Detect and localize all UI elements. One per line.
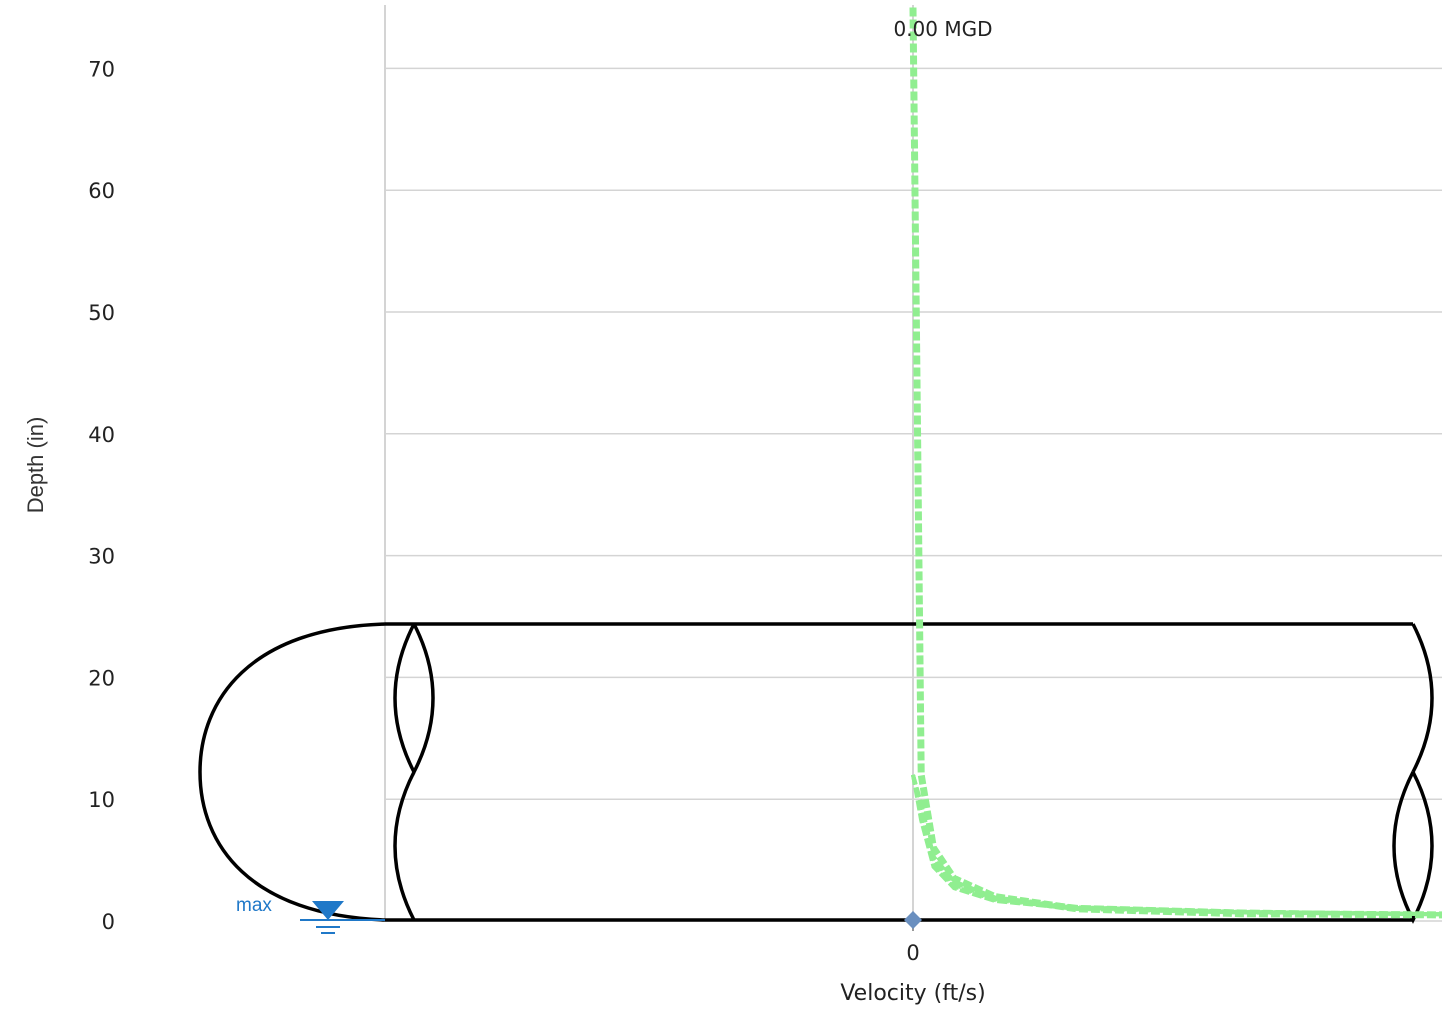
y-tick-label: 20 <box>88 666 115 690</box>
y-tick-label: 60 <box>88 179 115 203</box>
pipe-cross-section-drawing <box>198 622 1434 924</box>
measured-point-marker <box>904 911 922 929</box>
velocity-profile-line-0 <box>909 7 1442 919</box>
pipe-right-break-upper <box>1411 623 1434 773</box>
velocity-profile-band-4 <box>911 774 1442 917</box>
water-level-marker: max <box>236 895 385 934</box>
water-level-triangle-icon <box>312 901 344 920</box>
x-tick-label: 0 <box>906 941 919 965</box>
pipe-left-break-lower <box>393 771 416 921</box>
pipe-right-break-lower <box>1392 771 1434 924</box>
y-tick-label: 30 <box>88 545 115 569</box>
y-tick-label: 70 <box>88 57 115 81</box>
flow-rate-label: 0.00 MGD <box>893 17 992 41</box>
y-tick-label: 40 <box>88 423 115 447</box>
pipe-left-break-upper <box>393 623 435 776</box>
y-tick-label: 10 <box>88 788 115 812</box>
y-tick-label: 50 <box>88 301 115 325</box>
y-tick-labels: 0 10 20 30 40 50 60 70 <box>88 57 115 934</box>
y-axis-title: Depth (in) <box>23 417 48 514</box>
max-level-label: max <box>236 895 272 916</box>
velocity-profile-series <box>909 7 1442 919</box>
x-axis-title: Velocity (ft/s) <box>840 981 985 1006</box>
pipe-end-cross-section <box>198 622 386 922</box>
y-tick-label: 0 <box>102 910 115 934</box>
